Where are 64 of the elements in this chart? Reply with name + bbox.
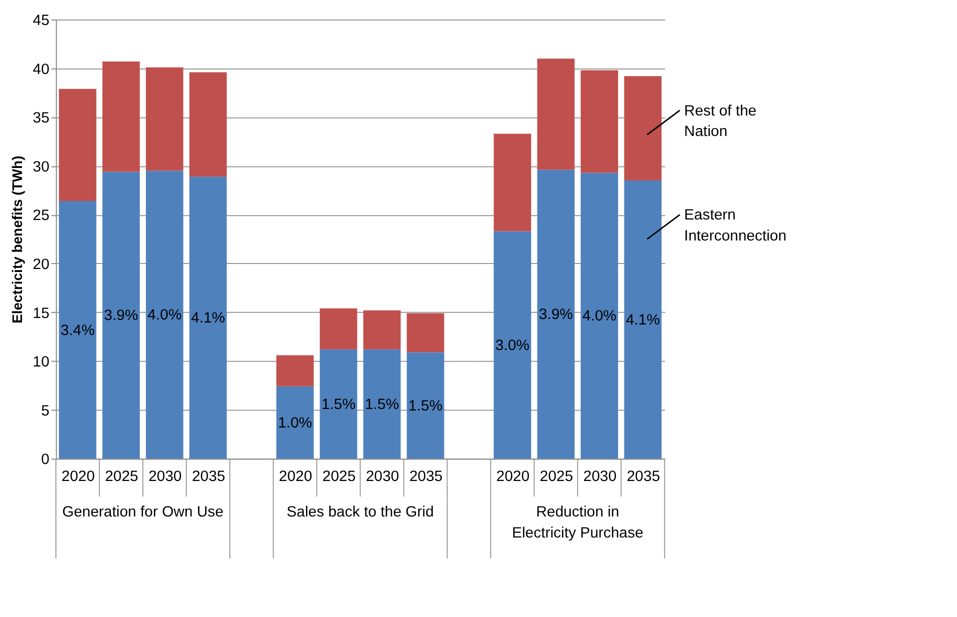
annotation: 4.0% bbox=[582, 308, 616, 325]
y-tick-label: 15 bbox=[32, 304, 50, 322]
series-label: Eastern Interconnection bbox=[684, 206, 786, 245]
bar bbox=[276, 355, 314, 386]
x-tick-label: 2030 bbox=[148, 468, 182, 486]
x-tick-label: 2030 bbox=[583, 468, 617, 486]
x-tick-label: 2030 bbox=[366, 468, 400, 486]
bar bbox=[537, 58, 575, 170]
series-label: Rest of the Nation bbox=[684, 102, 756, 140]
bar bbox=[276, 386, 314, 459]
bar bbox=[494, 134, 532, 232]
bar bbox=[406, 313, 444, 352]
annotation: 3.0% bbox=[495, 336, 530, 354]
y-tick-label: 10 bbox=[32, 354, 50, 371]
x-tick-label: 2020 bbox=[61, 468, 95, 486]
x-tick-label: 2035 bbox=[409, 468, 443, 486]
y-tick-label: 35 bbox=[32, 110, 50, 127]
bar bbox=[580, 172, 618, 459]
bar bbox=[406, 352, 444, 459]
x-tick-label: 2020 bbox=[278, 468, 312, 486]
bar bbox=[363, 310, 401, 350]
bar bbox=[58, 201, 96, 459]
y-tick-label: 45 bbox=[32, 12, 50, 30]
bar bbox=[102, 172, 140, 459]
annotation: 4.1% bbox=[626, 312, 660, 329]
y-tick-label: 0 bbox=[41, 451, 50, 468]
bar bbox=[189, 176, 227, 459]
text: Reduction in Electricity Purchase bbox=[512, 504, 644, 542]
bar bbox=[146, 67, 184, 171]
annotation: 3.9% bbox=[104, 307, 138, 324]
bar bbox=[320, 349, 358, 459]
bar bbox=[580, 70, 618, 173]
annotation: 1.5% bbox=[321, 396, 356, 413]
x-tick-label: 2020 bbox=[496, 468, 530, 486]
y-tick-label: 30 bbox=[32, 158, 50, 176]
bar bbox=[146, 170, 184, 459]
x-tick-label: 2025 bbox=[104, 468, 138, 486]
bar bbox=[494, 231, 532, 459]
annotation: 3.4% bbox=[60, 322, 95, 339]
annotation: 1.5% bbox=[408, 397, 443, 414]
y-tick-label: 20 bbox=[32, 256, 50, 273]
bar bbox=[320, 308, 358, 350]
bar bbox=[624, 180, 662, 459]
x-tick-label: 2035 bbox=[192, 468, 226, 486]
annotation: 3.9% bbox=[538, 306, 573, 324]
y-tick-label: 40 bbox=[32, 60, 50, 78]
bar bbox=[58, 88, 96, 202]
text: Sales back to the Grid bbox=[286, 504, 434, 521]
y-tick-label: 5 bbox=[41, 402, 50, 420]
x-tick-label: 2025 bbox=[540, 468, 574, 486]
bar bbox=[363, 349, 401, 459]
annotation: 1.0% bbox=[278, 414, 312, 432]
bar bbox=[189, 72, 227, 177]
annotation: 4.1% bbox=[191, 310, 226, 327]
annotation: 1.5% bbox=[364, 396, 400, 413]
x-tick-label: 2025 bbox=[322, 468, 356, 486]
bar bbox=[537, 170, 575, 459]
bar bbox=[102, 62, 140, 172]
y-tick-label: 25 bbox=[32, 207, 50, 224]
x-tick-label: 2035 bbox=[626, 468, 660, 486]
annotation: 4.0% bbox=[148, 306, 182, 324]
text: Generation for Own Use bbox=[62, 504, 224, 521]
y-axis-title: Electricity benefits (TWh) bbox=[8, 156, 25, 324]
bar bbox=[624, 76, 662, 181]
